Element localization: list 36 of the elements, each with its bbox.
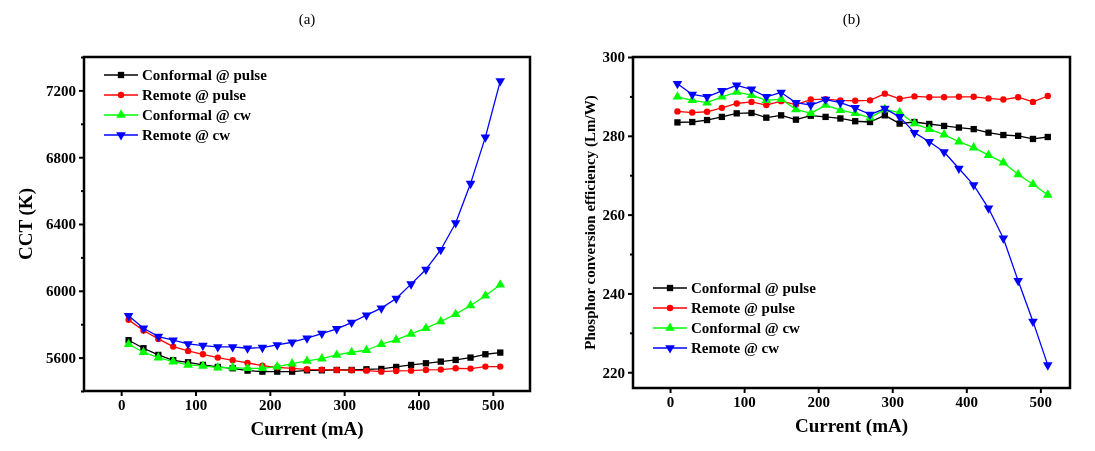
y-tick-label: 6000 bbox=[46, 283, 76, 300]
y-tick-label: 6800 bbox=[46, 149, 76, 166]
x-tick-label: 0 bbox=[117, 396, 126, 413]
legend-label: Remote @ pulse bbox=[142, 87, 247, 103]
y-tick-label: 5600 bbox=[46, 349, 76, 366]
x-axis-title: Current (mA) bbox=[250, 418, 364, 440]
x-tick-label: 200 bbox=[259, 396, 282, 413]
legend-label: Conformal @ pulse bbox=[691, 280, 817, 296]
y-tick-label: 240 bbox=[602, 285, 625, 302]
x-tick-label: 400 bbox=[955, 393, 979, 410]
x-tick-label: 0 bbox=[666, 393, 675, 410]
legend-label: Remote @ pulse bbox=[691, 300, 796, 316]
legend-label: Conformal @ cw bbox=[142, 107, 252, 123]
x-axis-title: Current (mA) bbox=[794, 415, 909, 437]
y-axis-title: Phosphor conversion efficiency (Lm/W) bbox=[582, 95, 599, 350]
y-tick-label: 300 bbox=[602, 49, 625, 66]
y-tick-label: 260 bbox=[602, 206, 625, 223]
y-tick-label: 6400 bbox=[46, 216, 76, 233]
legend-label: Conformal @ pulse bbox=[142, 67, 268, 83]
y-axis-title: CCT (K) bbox=[15, 188, 37, 260]
x-tick-label: 200 bbox=[807, 393, 830, 410]
x-tick-label: 500 bbox=[482, 396, 505, 413]
x-tick-label: 100 bbox=[184, 396, 208, 413]
x-tick-label: 300 bbox=[881, 393, 904, 410]
y-tick-label: 7200 bbox=[46, 82, 76, 99]
chart-title: (a) bbox=[298, 11, 316, 28]
legend-label: Conformal @ cw bbox=[691, 320, 801, 336]
y-tick-label: 280 bbox=[602, 128, 625, 145]
x-tick-label: 400 bbox=[407, 396, 431, 413]
chart-title: (b) bbox=[842, 11, 861, 28]
y-tick-label: 220 bbox=[602, 364, 625, 381]
legend-label: Remote @ cw bbox=[691, 340, 780, 356]
legend-label: Remote @ cw bbox=[142, 127, 231, 143]
x-tick-label: 300 bbox=[333, 396, 356, 413]
x-tick-label: 500 bbox=[1029, 393, 1053, 410]
x-tick-label: 100 bbox=[733, 393, 756, 410]
